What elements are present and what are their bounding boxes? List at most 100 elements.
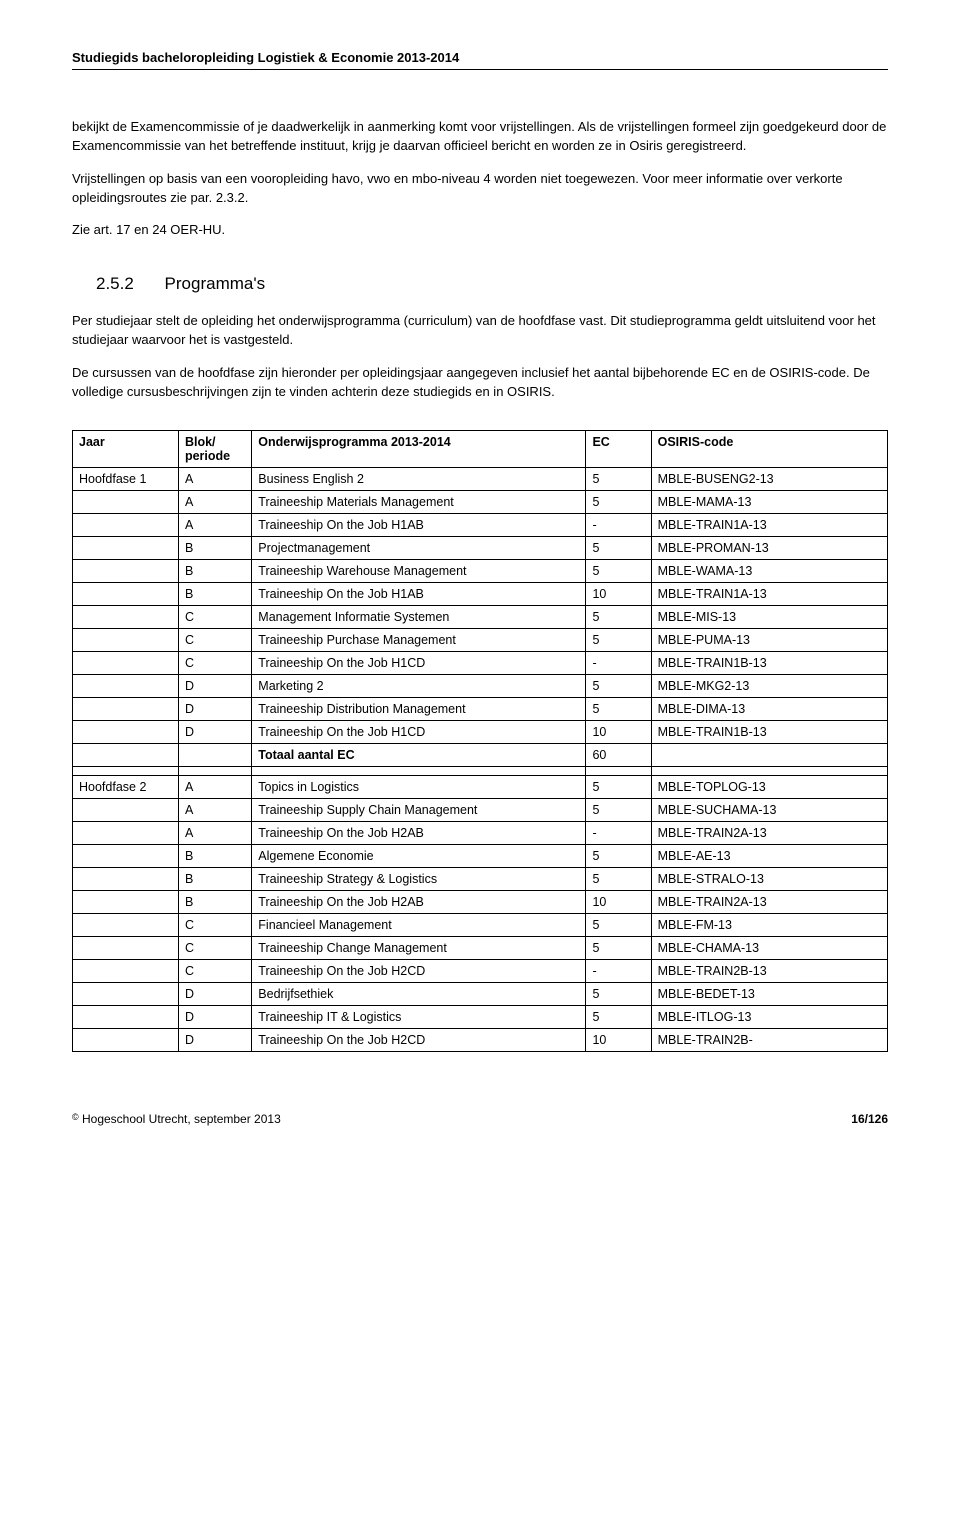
col-code: OSIRIS-code xyxy=(651,430,887,467)
cell-ec: 10 xyxy=(586,582,651,605)
cell-prog: Management Informatie Systemen xyxy=(252,605,586,628)
cell-prog: Totaal aantal EC xyxy=(252,743,586,766)
cell-blok xyxy=(178,743,251,766)
cell-jaar xyxy=(73,697,179,720)
cell-code: MBLE-TOPLOG-13 xyxy=(651,775,887,798)
table-row: CTraineeship Purchase Management5MBLE-PU… xyxy=(73,628,888,651)
cell-ec: 5 xyxy=(586,559,651,582)
cell-code: MBLE-TRAIN2A-13 xyxy=(651,890,887,913)
cell-blok: C xyxy=(178,959,251,982)
cell-ec: 5 xyxy=(586,775,651,798)
cell-jaar xyxy=(73,890,179,913)
section-title: Programma's xyxy=(165,274,266,293)
cell-jaar xyxy=(73,913,179,936)
cell-ec: 5 xyxy=(586,913,651,936)
cell-prog: Traineeship On the Job H1CD xyxy=(252,720,586,743)
cell-jaar xyxy=(73,674,179,697)
cell-code: MBLE-TRAIN1B-13 xyxy=(651,720,887,743)
cell-blok: A xyxy=(178,821,251,844)
table-row: DTraineeship IT & Logistics5MBLE-ITLOG-1… xyxy=(73,1005,888,1028)
table-row: ATraineeship Supply Chain Management5MBL… xyxy=(73,798,888,821)
cell-code: MBLE-CHAMA-13 xyxy=(651,936,887,959)
copyright-icon: © xyxy=(72,1112,79,1122)
table-row: CManagement Informatie Systemen5MBLE-MIS… xyxy=(73,605,888,628)
cell-code: MBLE-MIS-13 xyxy=(651,605,887,628)
cell-blok: C xyxy=(178,628,251,651)
cell-prog: Traineeship Warehouse Management xyxy=(252,559,586,582)
cell-blok: C xyxy=(178,605,251,628)
cell-jaar xyxy=(73,867,179,890)
cell-jaar xyxy=(73,982,179,1005)
cell-blok: C xyxy=(178,913,251,936)
table-row: Totaal aantal EC60 xyxy=(73,743,888,766)
cell-ec: - xyxy=(586,513,651,536)
cell-blok: B xyxy=(178,559,251,582)
cell-prog: Business English 2 xyxy=(252,467,586,490)
intro-paragraph-1: bekijkt de Examencommissie of je daadwer… xyxy=(72,118,888,156)
table-row xyxy=(73,766,888,775)
cell-prog: Bedrijfsethiek xyxy=(252,982,586,1005)
cell-code: MBLE-BUSENG2-13 xyxy=(651,467,887,490)
cell-prog: Traineeship Strategy & Logistics xyxy=(252,867,586,890)
cell-prog: Traineeship On the Job H2CD xyxy=(252,959,586,982)
document-header: Studiegids bacheloropleiding Logistiek &… xyxy=(72,50,888,70)
cell-prog: Traineeship On the Job H2AB xyxy=(252,890,586,913)
cell-code: MBLE-TRAIN1A-13 xyxy=(651,513,887,536)
cell-jaar xyxy=(73,936,179,959)
cell-jaar xyxy=(73,513,179,536)
cell-blok: B xyxy=(178,867,251,890)
cell-blok: B xyxy=(178,844,251,867)
table-row: ATraineeship Materials Management5MBLE-M… xyxy=(73,490,888,513)
cell-code: MBLE-MKG2-13 xyxy=(651,674,887,697)
cell-jaar xyxy=(73,844,179,867)
table-row: CTraineeship On the Job H1CD-MBLE-TRAIN1… xyxy=(73,651,888,674)
cell-jaar xyxy=(73,720,179,743)
col-jaar: Jaar xyxy=(73,430,179,467)
cell-code: MBLE-DIMA-13 xyxy=(651,697,887,720)
section-heading: 2.5.2 Programma's xyxy=(96,274,888,294)
cell-ec: 5 xyxy=(586,490,651,513)
cell-code: MBLE-TRAIN2B-13 xyxy=(651,959,887,982)
table-header-row: Jaar Blok/ periode Onderwijsprogramma 20… xyxy=(73,430,888,467)
cell-prog: Traineeship On the Job H1AB xyxy=(252,513,586,536)
table-row: CTraineeship Change Management5MBLE-CHAM… xyxy=(73,936,888,959)
cell-code: MBLE-TRAIN2A-13 xyxy=(651,821,887,844)
cell-jaar xyxy=(73,605,179,628)
cell-jaar xyxy=(73,766,179,775)
cell-blok xyxy=(178,766,251,775)
col-blok: Blok/ periode xyxy=(178,430,251,467)
table-row: BTraineeship Strategy & Logistics5MBLE-S… xyxy=(73,867,888,890)
cell-blok: A xyxy=(178,490,251,513)
table-row: DBedrijfsethiek5MBLE-BEDET-13 xyxy=(73,982,888,1005)
cell-code: MBLE-AE-13 xyxy=(651,844,887,867)
cell-prog: Topics in Logistics xyxy=(252,775,586,798)
cell-code xyxy=(651,743,887,766)
cell-blok: C xyxy=(178,651,251,674)
cell-prog: Traineeship Distribution Management xyxy=(252,697,586,720)
cell-code: MBLE-TRAIN2B- xyxy=(651,1028,887,1051)
cell-blok: B xyxy=(178,890,251,913)
cell-jaar xyxy=(73,959,179,982)
cell-code: MBLE-STRALO-13 xyxy=(651,867,887,890)
cell-blok: A xyxy=(178,467,251,490)
cell-ec: 10 xyxy=(586,890,651,913)
table-row: Hoofdfase 2ATopics in Logistics5MBLE-TOP… xyxy=(73,775,888,798)
cell-ec: 5 xyxy=(586,844,651,867)
cell-ec: 5 xyxy=(586,798,651,821)
cell-prog xyxy=(252,766,586,775)
cell-ec: 10 xyxy=(586,720,651,743)
cell-ec: 5 xyxy=(586,697,651,720)
table-row: BTraineeship On the Job H2AB10MBLE-TRAIN… xyxy=(73,890,888,913)
body-paragraph-1: Per studiejaar stelt de opleiding het on… xyxy=(72,312,888,350)
cell-jaar xyxy=(73,490,179,513)
cell-jaar xyxy=(73,798,179,821)
cell-prog: Traineeship On the Job H2CD xyxy=(252,1028,586,1051)
cell-jaar xyxy=(73,582,179,605)
cell-ec xyxy=(586,766,651,775)
cell-ec: 5 xyxy=(586,467,651,490)
cell-ec: - xyxy=(586,959,651,982)
cell-ec: - xyxy=(586,821,651,844)
cell-code: MBLE-SUCHAMA-13 xyxy=(651,798,887,821)
cell-blok: D xyxy=(178,697,251,720)
cell-prog: Traineeship On the Job H1AB xyxy=(252,582,586,605)
